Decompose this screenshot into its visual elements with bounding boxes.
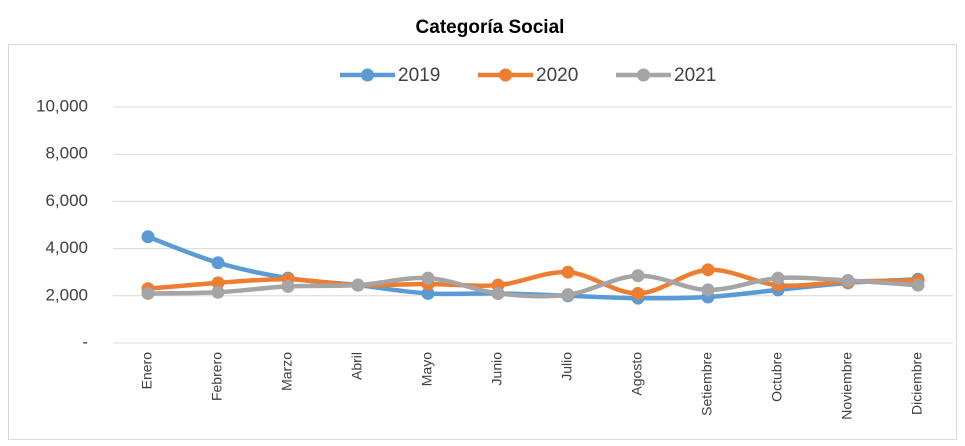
point-marker xyxy=(561,265,575,279)
legend-label: 2019 xyxy=(398,65,440,86)
point-marker xyxy=(701,263,715,277)
point-marker xyxy=(771,271,785,285)
point-marker xyxy=(141,230,155,244)
legend-label: 2021 xyxy=(674,65,716,86)
x-tick-label: Abril xyxy=(349,352,365,380)
y-tick-label: 10,000 xyxy=(36,96,88,115)
y-tick-label: 2,000 xyxy=(45,285,88,304)
legend-marker xyxy=(361,68,374,82)
x-tick-label: Agosto xyxy=(629,352,645,396)
x-tick-label: Junio xyxy=(489,352,505,386)
point-marker xyxy=(211,276,225,290)
point-marker xyxy=(841,273,855,287)
point-marker xyxy=(421,286,435,300)
point-marker xyxy=(421,271,435,285)
point-marker xyxy=(211,256,225,270)
legend-label: 2020 xyxy=(536,65,578,86)
y-tick-label: 8,000 xyxy=(45,144,88,163)
point-marker xyxy=(561,288,575,302)
x-tick-label: Noviembre xyxy=(839,352,855,420)
point-marker xyxy=(141,286,155,300)
x-tick-label: Febrero xyxy=(209,352,225,401)
x-tick-label: Marzo xyxy=(279,352,295,391)
chart-title: Categoría Social xyxy=(416,17,565,38)
x-tick-label: Octubre xyxy=(769,352,785,402)
x-tick-label: Julio xyxy=(559,352,575,381)
x-tick-label: Enero xyxy=(139,352,155,390)
point-marker xyxy=(911,278,925,292)
x-tick-label: Setiembre xyxy=(699,352,715,416)
point-marker xyxy=(631,286,645,300)
x-tick-label: Diciembre xyxy=(909,352,925,415)
x-tick-label: Mayo xyxy=(419,352,435,386)
point-marker xyxy=(351,278,365,292)
y-tick-label: - xyxy=(82,332,88,351)
point-marker xyxy=(701,283,715,297)
series-line xyxy=(147,273,919,299)
y-tick-label: 6,000 xyxy=(45,191,88,210)
legend-marker xyxy=(499,68,512,82)
point-marker xyxy=(281,279,295,293)
point-marker xyxy=(631,269,645,283)
legend-marker xyxy=(637,68,650,82)
point-marker xyxy=(491,286,505,300)
point-marker xyxy=(211,285,225,299)
y-tick-label: 4,000 xyxy=(45,238,88,257)
